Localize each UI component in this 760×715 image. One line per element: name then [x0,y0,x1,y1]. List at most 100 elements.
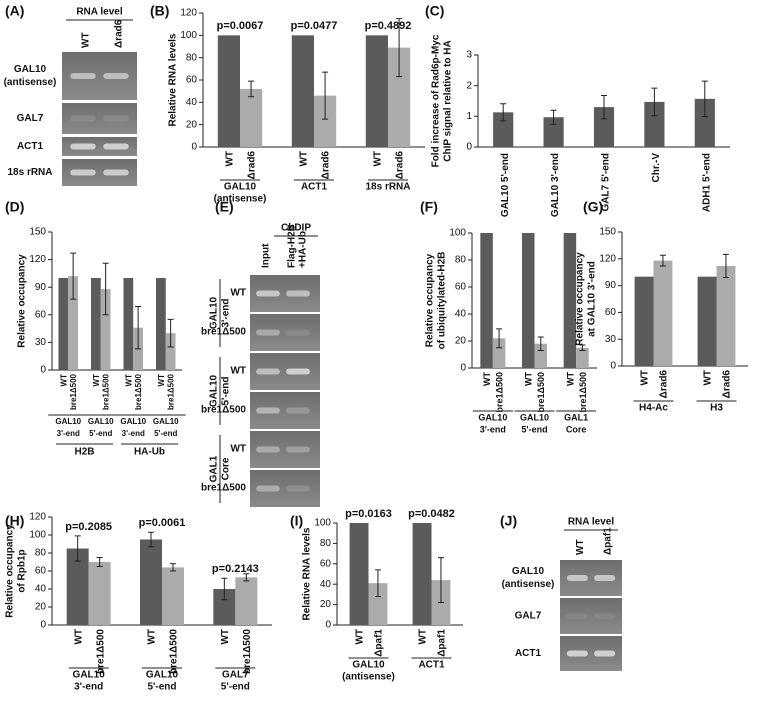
bar [66,548,89,625]
bar [365,35,388,148]
row-label: ACT1 [17,141,44,152]
category-label: ADH1 5'-end [701,153,712,212]
y-tick-label: 120 [180,8,197,19]
category-label: GAL1 [564,412,588,422]
group-label: HA-Ub [134,447,165,458]
bar-label: Δrad6 [659,370,670,399]
error-bar [701,80,708,118]
y-tick-label: 40 [455,309,467,320]
bar-label: WT [225,151,236,167]
bar [534,343,547,368]
gel-row [560,598,622,634]
category-label: GAL10 [224,182,257,193]
y-axis-label: of Rpb1p [17,549,28,592]
y-tick-label: 150 [29,227,46,238]
error-bar [601,94,607,120]
row-label: bre1Δ500 [201,327,246,338]
panel-letter: (A) [5,3,24,19]
locus-label: 5'-end [221,376,232,405]
category-label: GAL7 [222,670,249,681]
y-tick-label: 3 [466,50,472,61]
bar-label: Δrad6 [395,151,406,180]
category-label: (antisense) [342,672,395,683]
y-tick-label: 0 [610,361,616,372]
gel-band [103,169,129,176]
bar [100,289,111,370]
y-axis-label: Relative RNA levels [302,527,313,620]
row-label: 18s rRNA [7,167,52,178]
bar-label: WT [703,370,714,386]
gel-band [566,575,588,581]
bar [240,88,263,147]
y-tick-label: 80 [35,548,47,559]
category-label: 3'-end [122,429,145,438]
panel-letter: (D) [5,199,24,215]
y-tick-label: 30 [35,337,47,348]
lane-label: Flag-H2B [287,224,298,268]
bar-label: WT [373,151,384,167]
bar [123,278,134,370]
gel-band [594,650,616,657]
error-bar [70,252,77,300]
gel-band [566,613,588,619]
bar [576,347,589,368]
bar [716,265,736,366]
category-label: 5'-end [221,682,250,693]
category-label: GAL7 5'-end [601,153,612,212]
locus-label: GAL10 [209,296,220,329]
bar [68,276,78,370]
y-axis-label: ChIP signal relative to HA [443,40,454,162]
gel-band [70,73,96,79]
y-tick-label: 100 [29,530,46,541]
category-label: 5'-end [147,682,176,693]
p-value: p=0.2143 [212,563,259,575]
gel-band [103,73,129,79]
category-label: GAL10 [120,417,146,426]
y-tick-label: 20 [35,602,47,613]
bar [492,338,506,368]
gel-band [70,143,96,150]
bar-label: WT [73,629,84,645]
bar [213,589,236,625]
category-label: 18s rRNA [365,182,410,193]
bar [653,260,673,366]
category-label: 3'-end [74,682,103,693]
y-axis-label: of ubiquitylated-H2B [437,252,448,350]
category-label: 5'-end [89,429,112,438]
row-label: WT [230,366,246,377]
bar [162,567,184,625]
bar-label: WT [418,629,429,645]
panel-letter: (G) [583,199,603,215]
y-tick-label: 60 [320,558,332,569]
error-bar [396,18,403,78]
bar-label: Δpaf1 [374,629,385,657]
y-tick-label: 0 [40,620,46,631]
category-label: GAL10 [478,412,507,422]
bar-label: bre1Δ500 [169,629,180,674]
gel-band [256,407,280,414]
bar-label: Δrad6 [321,151,332,180]
gel-band [286,368,310,375]
y-tick-label: 40 [35,584,47,595]
bar [563,233,577,368]
lane-label: Input [261,243,272,268]
bar [291,35,314,148]
error-bar [221,577,228,601]
category-label: (antisense) [214,194,267,205]
gel-row [62,103,137,134]
p-value: p=0.4892 [365,20,412,32]
locus-label: GAL10 [209,374,220,407]
panel-letter: (B) [150,3,169,19]
y-tick-label: 40 [186,97,198,108]
p-value: p=0.0163 [345,508,392,520]
error-bar [74,535,81,562]
panel-letter: (I) [290,513,303,529]
lane-label: Δpaf1 [602,527,613,555]
category-label: Chr.-V [651,153,662,183]
bar [368,583,388,625]
y-tick-label: 150 [599,227,616,238]
category-label: GAL10 5'-end [500,153,511,217]
gel-band [286,407,310,414]
p-value: p=0.0067 [217,20,264,32]
y-tick-label: 1 [466,111,472,122]
